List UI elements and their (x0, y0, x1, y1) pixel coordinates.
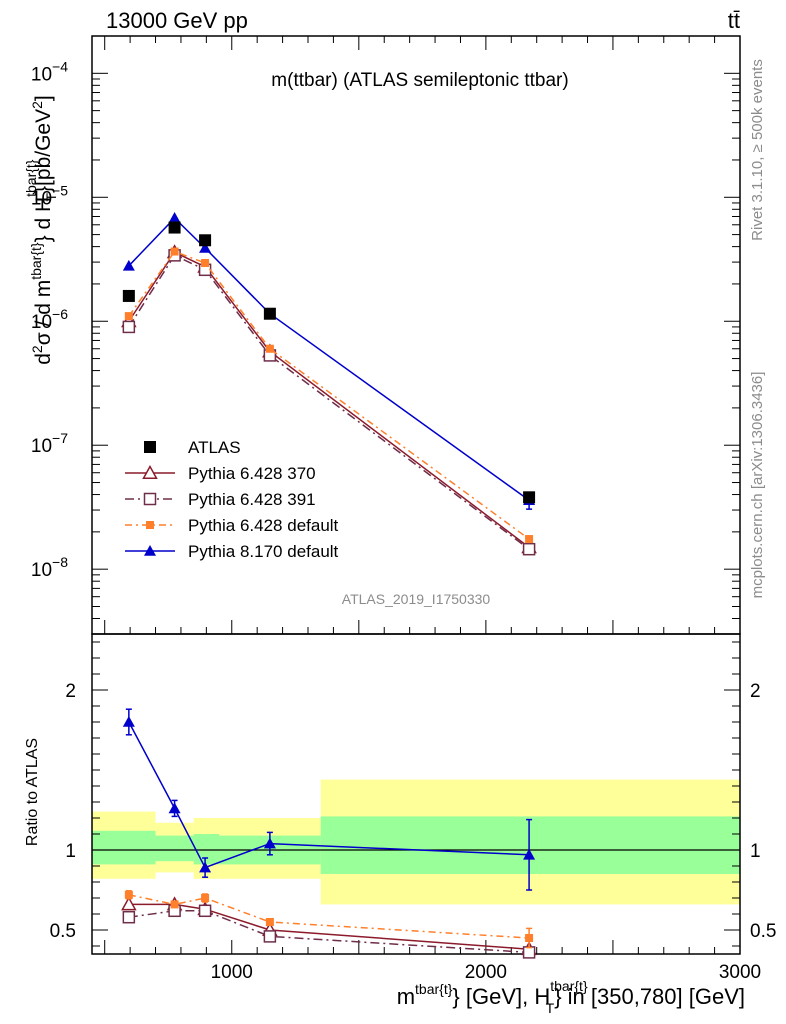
ratio-pythia-6-428-default-point (265, 918, 274, 926)
legend-label-1: Pythia 6.428 370 (188, 464, 316, 483)
y-axis-label-ratio: Ratio to ATLAS (24, 738, 41, 846)
main-atlas-point (168, 221, 181, 234)
legend-marker-3 (146, 521, 154, 529)
legend: ATLAS Pythia 6.428 370 Pythia 6.428 391 Pyt… (125, 438, 339, 561)
ratio-tick-label-right: 0.5 (750, 921, 776, 942)
main-atlas-point (263, 307, 276, 320)
legend-marker-2 (143, 492, 157, 506)
main-pythia-6-428-default-point (525, 535, 534, 544)
x-tick-label: 1000 (211, 962, 253, 983)
main-pythia-6-428-default-point (124, 312, 133, 321)
legend-label-3: Pythia 6.428 default (188, 516, 339, 535)
ratio-pythia-6-428-default-point (525, 934, 534, 942)
x-tick-label: 2000 (465, 962, 507, 983)
ratio-pythia-8-170-default-point (263, 837, 276, 849)
ratio-pythia-8-170-default-point (199, 861, 212, 873)
header-right: tt̄ (728, 8, 740, 33)
y-tick-exponent: −5 (52, 182, 68, 198)
legend-marker-1 (142, 464, 158, 479)
ratio-plot-frame (91, 633, 741, 955)
ratio-pythia-6-428-391-point (263, 930, 277, 943)
y-tick-exponent: −6 (52, 306, 68, 322)
analysis-id: ATLAS_2019_I1750330 (342, 591, 491, 607)
legend-marker-0 (144, 441, 156, 453)
band-inner-2 (193, 834, 220, 865)
y-tick-exponent: −7 (52, 430, 68, 446)
plot-title: m(ttbar) (ATLAS semileptonic ttbar) (271, 70, 568, 91)
band-inner-1 (155, 835, 194, 862)
band-inner-0 (92, 830, 156, 865)
ratio-pythia-6-428-default-point (170, 900, 179, 909)
ratio-pythia-6-428-391-point (122, 910, 136, 924)
legend-label-2: Pythia 6.428 391 (188, 490, 316, 509)
main-pythia-6-428-391-point (122, 320, 136, 334)
legend-label-0: ATLAS (188, 438, 241, 457)
main-pythia-8-170-default-point (199, 241, 212, 253)
main-pythia-8-170-default-point (168, 212, 181, 223)
main-pythia-8-170-default-point (122, 259, 135, 271)
ratio-pythia-8-170-default-point (122, 716, 135, 727)
ratio-pythia-6-428-default-point (124, 890, 133, 899)
ratio-tick-label-right: 1 (750, 841, 761, 862)
main-atlas-point (122, 289, 135, 302)
mcplots-label: mcplots.cern.ch [arXiv:1306.3436] (749, 372, 766, 599)
main-pythia-6-428-default-point (265, 344, 274, 353)
ratio-tick-label-right: 2 (750, 681, 761, 702)
ratio-pythia-6-428-391-point (522, 946, 536, 959)
ratio-tick-label-left: 0.5 (50, 921, 76, 942)
main-pythia-6-428-391-point (522, 542, 536, 556)
y-tick-exponent: −8 (52, 554, 68, 570)
ratio-pythia-8-170-default-point (523, 848, 536, 860)
ratio-pythia-6-428-default-line (128, 894, 530, 939)
ratio-pythia-6-428-370-point (121, 896, 137, 911)
x-tick-label: 3000 (719, 962, 761, 983)
main-atlas-point (523, 491, 536, 504)
ratio-pythia-6-428-default-point (201, 894, 210, 902)
main-atlas-point (199, 234, 212, 247)
legend-label-4: Pythia 8.170 default (188, 542, 339, 561)
main-pythia-6-428-default-line (128, 250, 530, 540)
ratio-pythia-8-170-default-point (168, 802, 181, 814)
ratio-pythia-6-428-391-point (198, 904, 212, 918)
rivet-label: Rivet 3.1.10, ≥ 500k events (749, 59, 766, 241)
header-left: 13000 GeV pp (106, 8, 248, 33)
ratio-tick-label-left: 2 (65, 681, 76, 702)
legend-marker-4 (144, 545, 156, 556)
band-inner-4 (320, 816, 740, 874)
ratio-tick-label-left: 1 (65, 841, 76, 862)
y-tick-exponent: −4 (52, 58, 68, 74)
main-pythia-6-428-default-point (170, 247, 179, 256)
main-pythia-6-428-default-point (201, 259, 210, 268)
data-series (121, 212, 537, 959)
